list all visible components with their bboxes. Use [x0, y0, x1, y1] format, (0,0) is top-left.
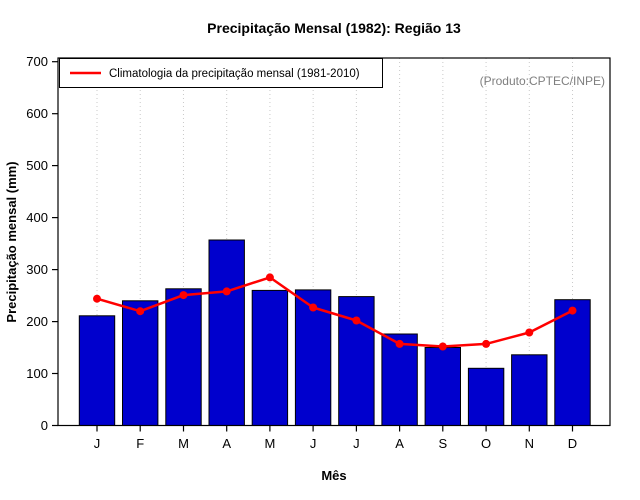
- producer-watermark: (Produto:CPTEC/INPE): [480, 74, 605, 88]
- climatology-point-4: [222, 287, 231, 296]
- y-tick-label: 500: [26, 158, 48, 173]
- bar-4: [208, 239, 245, 426]
- legend-box: [59, 58, 383, 88]
- y-axis: 0 100 200 300 400 500 600 700: [26, 54, 58, 433]
- legend: Climatologia da precipitação mensal (198…: [59, 58, 383, 88]
- bar-6: [294, 289, 332, 426]
- climatology-point-5: [265, 273, 274, 282]
- x-tick-label: J: [94, 436, 101, 451]
- bar-10: [467, 367, 505, 426]
- bar-8: [381, 333, 418, 426]
- x-tick-label: S: [438, 436, 447, 451]
- bar-3: [165, 288, 202, 426]
- bar-1: [78, 315, 116, 426]
- y-tick-label: 400: [26, 210, 48, 225]
- climatology-point-11: [525, 328, 534, 337]
- x-tick-label: A: [222, 436, 231, 451]
- y-tick-label: 200: [26, 314, 48, 329]
- climatology-point-1: [93, 294, 101, 303]
- chart-title: Precipitação Mensal (1982): Região 13: [207, 20, 461, 36]
- x-tick-label: M: [178, 436, 189, 451]
- bar-5: [251, 289, 289, 426]
- y-tick-label: 100: [26, 366, 48, 381]
- climatology-point-6: [309, 303, 318, 312]
- y-axis-title: Precipitação mensal (mm): [4, 161, 19, 322]
- climatology-point-10: [482, 339, 491, 348]
- x-tick-label: F: [136, 436, 144, 451]
- x-tick-label: J: [310, 436, 317, 451]
- climatology-point-2: [136, 307, 145, 316]
- bar-11: [511, 354, 548, 426]
- x-tick-label: M: [264, 436, 275, 451]
- y-tick-label: 700: [26, 54, 48, 69]
- x-tick-label: A: [395, 436, 404, 451]
- x-axis-title: Mês: [321, 468, 346, 483]
- y-tick-label: 600: [26, 106, 48, 121]
- x-tick-label: N: [525, 436, 534, 451]
- x-tick-label: O: [481, 436, 491, 451]
- climatology-point-12: [568, 306, 577, 315]
- climatology-point-3: [179, 291, 188, 300]
- bar-9: [424, 347, 462, 426]
- x-tick-label: J: [353, 436, 360, 451]
- bar-2: [122, 300, 159, 426]
- climatology-point-9: [438, 342, 447, 351]
- bar-12: [554, 299, 591, 427]
- climatology-line: [93, 273, 577, 351]
- precipitation-bars: [78, 239, 591, 427]
- climatology-point-8: [395, 339, 404, 348]
- x-tick-label: D: [568, 436, 577, 451]
- climatology-polyline: [96, 276, 574, 348]
- legend-label: Climatologia da precipitação mensal (198…: [109, 68, 360, 80]
- y-tick-label: 0: [41, 418, 48, 433]
- climatology-point-7: [352, 316, 361, 325]
- y-tick-label: 300: [26, 262, 48, 277]
